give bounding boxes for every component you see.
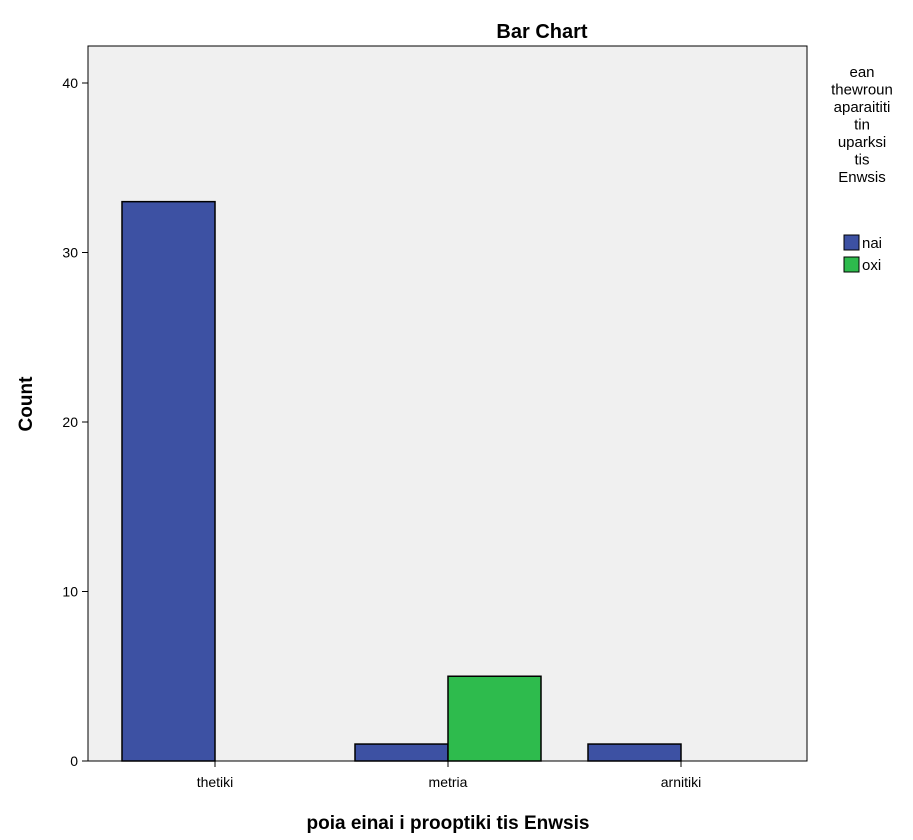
legend-title-line: Enwsis bbox=[838, 169, 886, 186]
legend-title-line: aparaititi bbox=[834, 99, 891, 116]
bar-thetiki-nai bbox=[121, 200, 216, 762]
x-axis: thetiki metria arnitiki bbox=[88, 760, 807, 790]
legend-swatch-oxi bbox=[843, 256, 860, 273]
legend-title-line: thewroun bbox=[831, 82, 893, 99]
legend-title-line: tis bbox=[855, 152, 870, 169]
x-tick-label-arnitiki: arnitiki bbox=[661, 774, 701, 790]
chart-title: Bar Chart bbox=[496, 21, 587, 43]
y-axis-label: Count bbox=[16, 376, 37, 432]
legend-title-line: tin bbox=[854, 117, 870, 134]
legend-title-line: uparksi bbox=[838, 134, 886, 151]
legend-label-oxi: oxi bbox=[862, 257, 881, 274]
legend-label-nai: nai bbox=[862, 235, 882, 252]
bars-group bbox=[121, 200, 682, 762]
x-axis-label: poia einai i prooptiki tis Enwsis bbox=[307, 813, 590, 834]
y-axis: 0 10 20 30 40 bbox=[62, 46, 89, 769]
legend: eanthewrounaparaitititinuparksitisEnwsis… bbox=[831, 64, 893, 274]
y-tick-label: 20 bbox=[62, 414, 78, 430]
bar-metria-oxi bbox=[447, 675, 542, 762]
x-tick-label-metria: metria bbox=[429, 774, 468, 790]
y-tick-label: 30 bbox=[62, 245, 78, 261]
y-tick-label: 10 bbox=[62, 584, 78, 600]
bar-metria-nai bbox=[354, 743, 449, 762]
x-tick-label-thetiki: thetiki bbox=[197, 774, 234, 790]
y-tick-label: 0 bbox=[70, 753, 78, 769]
legend-swatch-nai bbox=[843, 234, 860, 251]
bar-arnitiki-nai bbox=[587, 743, 682, 762]
y-tick-label: 40 bbox=[62, 75, 78, 91]
legend-title-line: ean bbox=[849, 64, 874, 81]
